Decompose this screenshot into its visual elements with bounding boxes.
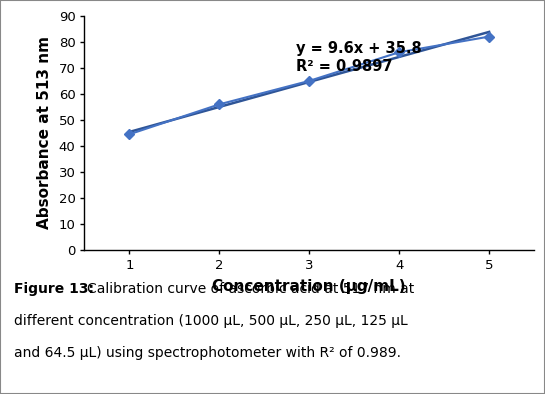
Text: Calibration curve of ascorbic acid at 517 nm at: Calibration curve of ascorbic acid at 51… xyxy=(87,282,414,296)
Text: and 64.5 μL) using spectrophotometer with R² of 0.989.: and 64.5 μL) using spectrophotometer wit… xyxy=(14,346,401,361)
Text: y = 9.6x + 35.8
R² = 0.9897: y = 9.6x + 35.8 R² = 0.9897 xyxy=(296,41,421,74)
X-axis label: Concentration (μg/mL): Concentration (μg/mL) xyxy=(213,279,406,294)
Text: Figure 13:: Figure 13: xyxy=(14,282,94,296)
Text: different concentration (1000 μL, 500 μL, 250 μL, 125 μL: different concentration (1000 μL, 500 μL… xyxy=(14,314,407,328)
Y-axis label: Absorbance at 513 nm: Absorbance at 513 nm xyxy=(37,37,52,229)
